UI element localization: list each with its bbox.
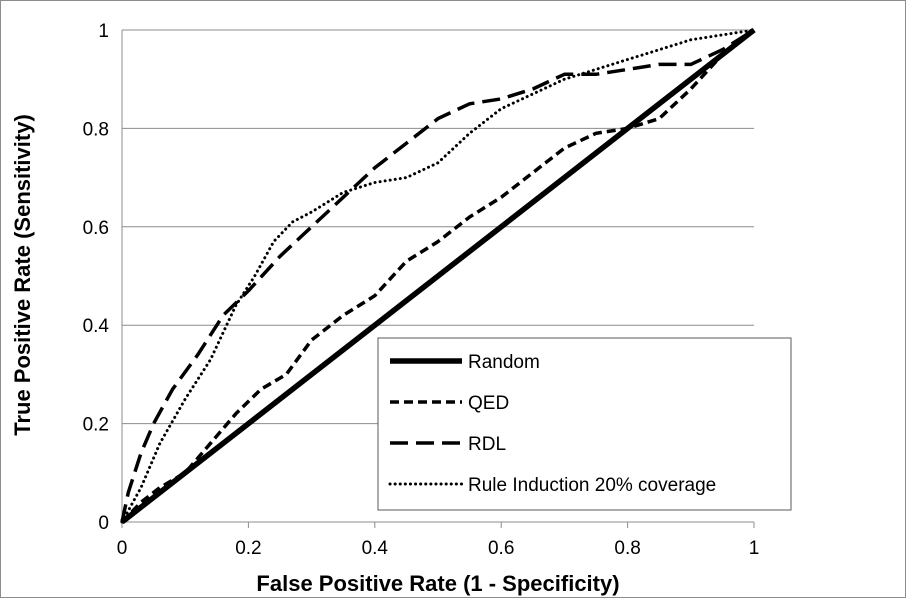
x-tick-label: 0.2 [235, 538, 261, 559]
legend-label: RDL [468, 434, 506, 455]
y-tick-label: 0.6 [83, 218, 109, 239]
y-tick-label: 0.2 [83, 415, 109, 436]
y-tick-label: 0.8 [83, 119, 109, 140]
legend-label: Random [468, 352, 540, 373]
legend-label: QED [468, 393, 509, 414]
series-line-dotted [120, 28, 756, 524]
tick-labels: 0 0.2 0.4 0.6 0.8 1 0 0.2 0.4 0.6 0.8 1 [83, 21, 760, 559]
axes [121, 30, 755, 528]
series-line-solid-thick [120, 27, 756, 525]
series-lines [120, 27, 756, 525]
series-line-long-dash [120, 28, 755, 523]
x-tick-label: 1 [749, 538, 760, 559]
y-tick-label: 0 [98, 513, 109, 534]
x-tick-label: 0.6 [488, 538, 514, 559]
series-line-short-dash [120, 28, 756, 524]
x-tick-label: 0.8 [614, 538, 640, 559]
y-tick-label: 1 [98, 21, 109, 42]
x-tick-label: 0.4 [362, 538, 389, 559]
y-axis-title: True Positive Rate (Sensitivity) [10, 114, 35, 436]
y-tick-label: 0.4 [83, 316, 110, 337]
x-axis-title: False Positive Rate (1 - Specificity) [256, 571, 619, 596]
legend: Random QED RDL Rule Induction 20% coverage [377, 337, 792, 511]
x-tick-label: 0 [117, 538, 128, 559]
legend-box [377, 337, 792, 511]
legend-label: Rule Induction 20% coverage [468, 475, 716, 496]
